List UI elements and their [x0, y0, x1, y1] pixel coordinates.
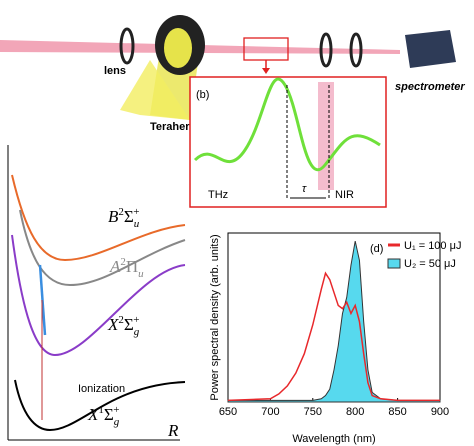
term-label: X1Σg+	[87, 404, 120, 428]
term-base: A	[109, 257, 121, 276]
x-tick-label: 800	[346, 406, 364, 418]
legend-label: U₁ = 100 μJ	[404, 240, 461, 252]
term-label: B2Σu+	[108, 206, 140, 230]
term-charge: +	[113, 404, 119, 416]
term-charge: +	[133, 314, 139, 326]
ionization-label: Ionization	[78, 383, 125, 395]
term-sub: g	[114, 416, 120, 428]
x-tick-label: 700	[261, 406, 279, 418]
term-sym: Σ	[104, 405, 114, 424]
setup-diagram: 800 nm lens Terahertz spectrometer	[0, 15, 465, 133]
term-base: X	[107, 315, 119, 334]
delay-text: τ	[302, 183, 307, 195]
term-base: X	[87, 405, 99, 424]
lens-label: lens	[104, 65, 126, 77]
term-sup: 2	[118, 206, 124, 218]
laser-label: 800 nm	[12, 23, 49, 35]
chart: (d) 650 700 750 800 850 900 Wavelength (nm) Pow…	[209, 232, 461, 445]
term-sub: u	[138, 268, 144, 280]
thz-text: THz	[208, 189, 228, 201]
panel-label: (b)	[196, 89, 209, 101]
axis-label: R	[167, 421, 179, 440]
term-sup: 1	[98, 404, 104, 416]
term-label: A2Πu	[109, 256, 144, 280]
y-axis-label: Power spectral density (arb. units)	[209, 234, 221, 400]
x-tick-label: 650	[219, 406, 237, 418]
term-sym: Π	[126, 257, 138, 276]
term-sub: u	[134, 218, 140, 230]
x-tick-label: 750	[304, 406, 322, 418]
legend-swatch	[387, 258, 401, 269]
term-base: B	[108, 207, 119, 226]
panel-b: (b) THz τ NIR	[189, 76, 387, 208]
legend-label: U₂ = 50 μJ	[404, 258, 456, 270]
term-label: X2Σg+	[107, 314, 140, 338]
term-sym: Σ	[124, 207, 134, 226]
term-charge: +	[133, 206, 139, 218]
thz-label: Terahertz	[150, 121, 199, 133]
panel-label: (d)	[370, 243, 383, 255]
nir-text: NIR	[335, 189, 354, 201]
x-axis-label: Wavelength (nm)	[292, 433, 375, 445]
term-sup: 2	[120, 256, 126, 268]
spectrometer-label: spectrometer	[395, 81, 465, 93]
term-sym: Σ	[124, 315, 134, 334]
term-sup: 2	[118, 314, 124, 326]
x-tick-label: 850	[388, 406, 406, 418]
x-tick-label: 900	[431, 406, 449, 418]
potential-diagram: Ionization R	[7, 145, 186, 441]
term-sub: g	[134, 326, 140, 338]
line	[227, 271, 440, 402]
